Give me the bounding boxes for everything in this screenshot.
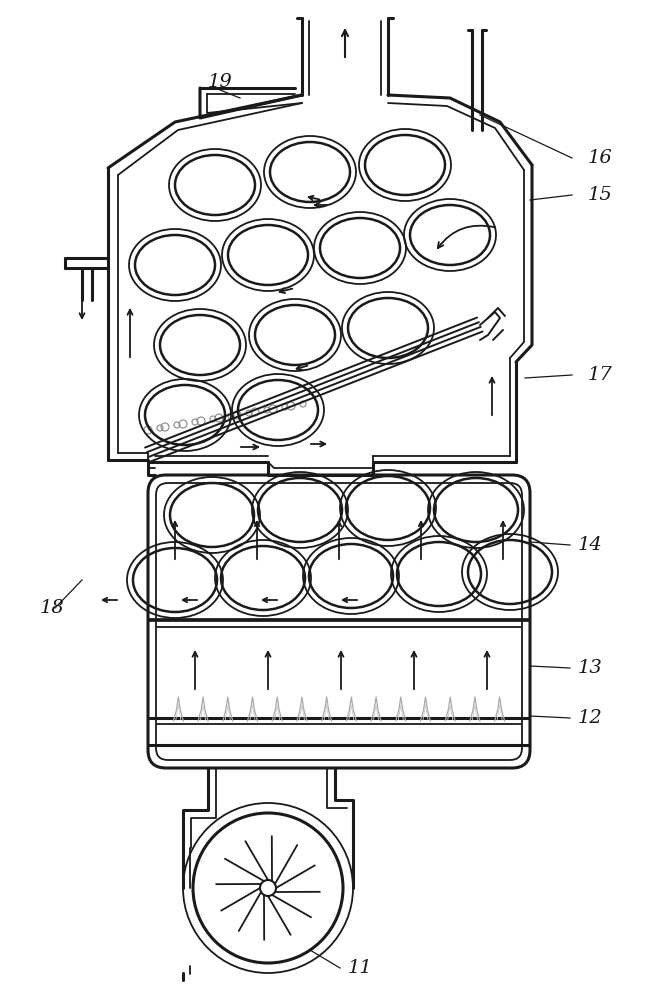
Text: 16: 16: [588, 149, 612, 167]
Text: 14: 14: [578, 536, 602, 554]
Text: 17: 17: [588, 366, 612, 384]
Text: 19: 19: [208, 73, 232, 91]
Text: 18: 18: [40, 599, 64, 617]
Text: 12: 12: [578, 709, 602, 727]
Text: 15: 15: [588, 186, 612, 204]
Text: 13: 13: [578, 659, 602, 677]
Text: 11: 11: [348, 959, 372, 977]
